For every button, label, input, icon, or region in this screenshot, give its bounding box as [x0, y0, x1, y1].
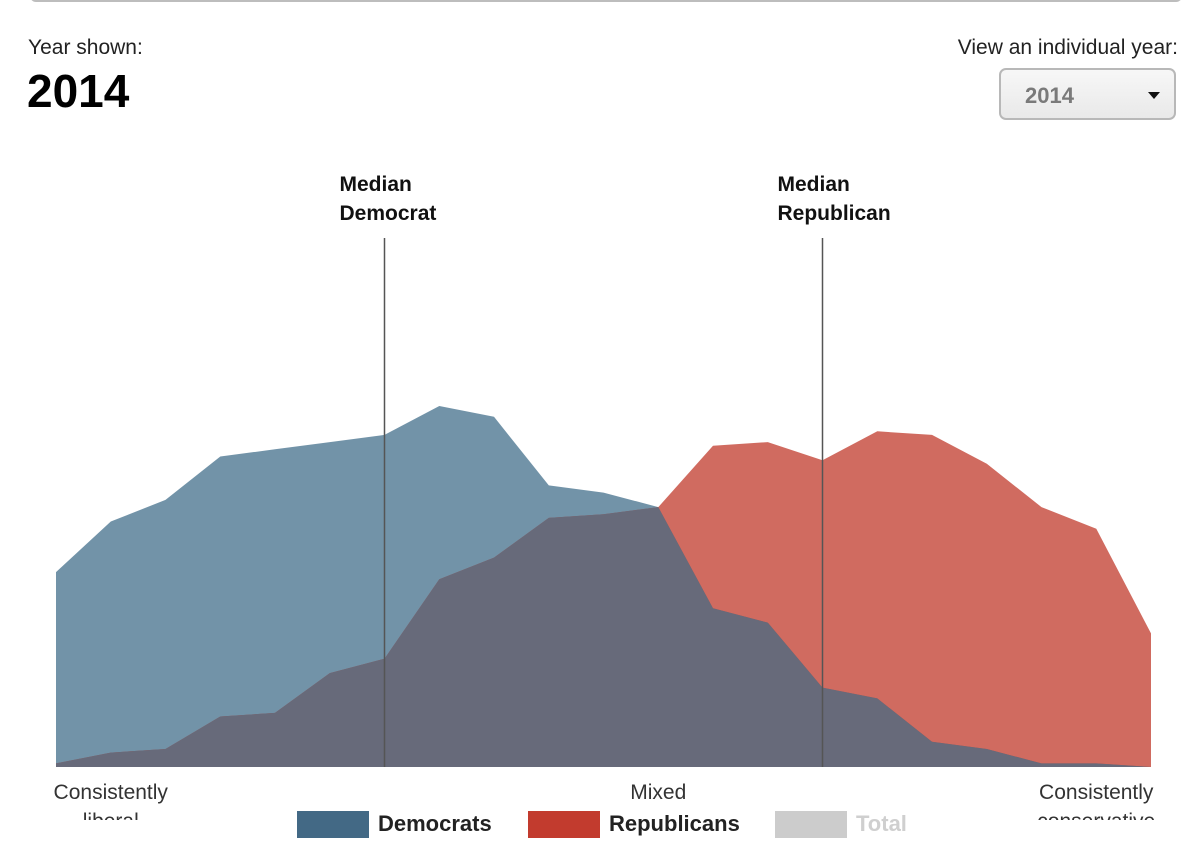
x-axis-label-0-1: liberal: [83, 810, 139, 820]
year-select-dropdown[interactable]: 2014: [999, 68, 1176, 120]
legend-item-republicans: Republicans: [528, 809, 740, 839]
legend-label-total: Total: [856, 811, 907, 836]
median-label-0-0: Median: [340, 173, 412, 196]
legend-item-democrats: Democrats: [297, 809, 492, 839]
median-label-1-0: Median: [778, 173, 850, 196]
ideology-distribution-chart: Median Democrat Median Republican Consistent…: [54, 173, 1156, 820]
legend-label-democrats: Democrats: [378, 811, 492, 836]
top-border: [30, 0, 1182, 2]
median-label-1-1: Republican: [778, 202, 891, 225]
legend-item-total[interactable]: Total: [775, 809, 907, 839]
x-axis-label-0-0: Consistently: [54, 781, 169, 804]
x-axis-label-1-0: Mixed: [630, 781, 686, 804]
year-shown-label: Year shown:: [28, 36, 143, 59]
legend-label-republicans: Republicans: [609, 811, 740, 836]
overlap-area: [56, 507, 1151, 767]
x-axis-label-2-1: conservative: [1037, 810, 1155, 820]
legend-swatch-democrats: [297, 810, 369, 838]
chevron-down-icon: [1148, 92, 1160, 99]
x-axis-label-2-0: Consistently: [1039, 781, 1154, 804]
year-shown-value: 2014: [27, 65, 130, 117]
legend-swatch-republicans: [528, 810, 600, 838]
view-year-label: View an individual year:: [957, 36, 1178, 59]
plot-area: Median Democrat Median Republican Consistent…: [54, 173, 1156, 820]
median-label-0-1: Democrat: [340, 202, 437, 225]
year-select-value: 2014: [1025, 83, 1074, 108]
legend-swatch-total: [775, 810, 847, 838]
